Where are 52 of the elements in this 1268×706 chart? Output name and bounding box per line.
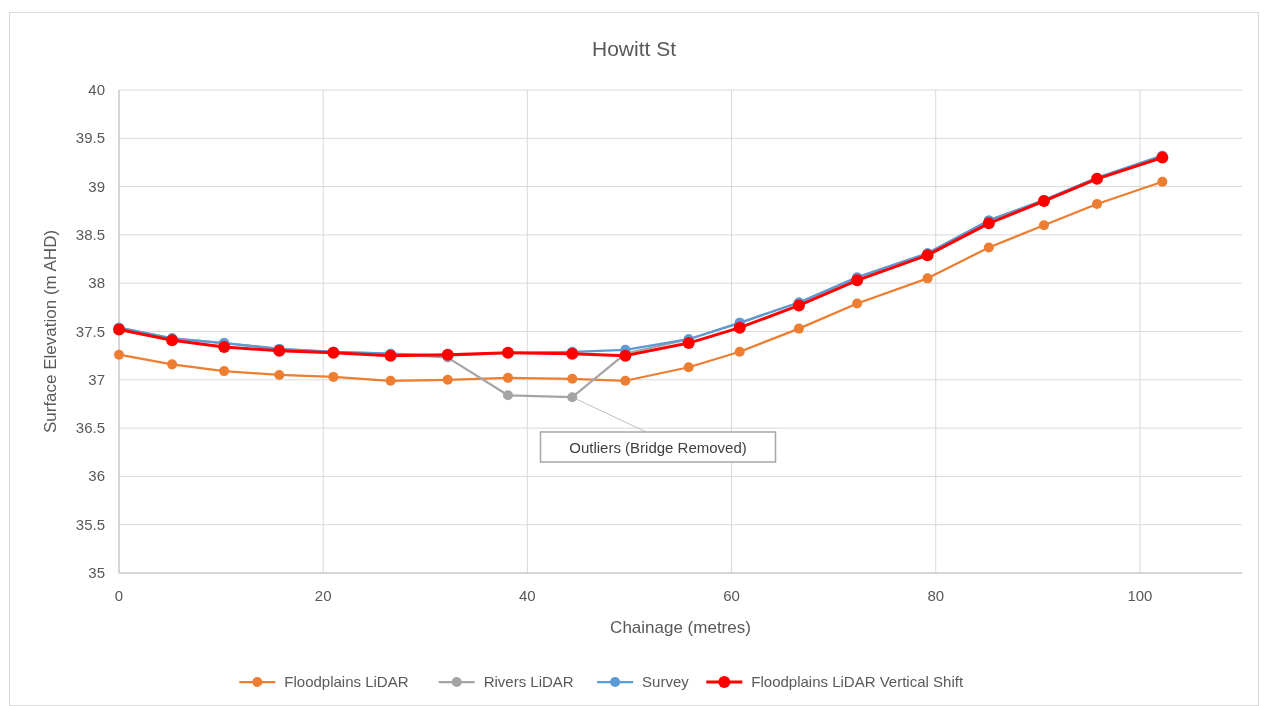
x-tick-label: 100 [1127, 587, 1153, 604]
point [683, 362, 694, 373]
y-tick-label: 39 [88, 177, 105, 195]
point [733, 321, 746, 334]
point [328, 371, 339, 382]
point [982, 217, 995, 230]
point [502, 372, 513, 383]
y-axis-title: Surface Elevation (m AHD) [41, 229, 60, 434]
y-tick-label: 38.5 [75, 225, 105, 243]
legend-label: Rivers LiDAR [483, 673, 574, 690]
point [167, 359, 178, 370]
point [983, 242, 994, 253]
x-axis-title: Chainage (metres) [610, 618, 751, 637]
point [385, 375, 396, 386]
y-tick-label: 37.5 [75, 322, 105, 340]
point [682, 337, 695, 350]
y-tick-label: 40 [88, 81, 105, 98]
x-tick-label: 40 [519, 587, 536, 604]
point [1157, 176, 1168, 187]
annotation: Outliers (Bridge Removed) [569, 439, 747, 456]
y-tick-label: 39.5 [75, 129, 105, 147]
y-tick-label: 38 [88, 274, 105, 292]
point [502, 390, 513, 401]
point [620, 375, 631, 386]
y-tick-label: 36 [88, 467, 105, 485]
legend-label: Floodplains LiDAR Vertical Shift [751, 673, 964, 690]
legend-label: Survey [642, 673, 690, 690]
y-tick-label: 35 [88, 564, 105, 581]
point [792, 299, 805, 312]
point [274, 369, 285, 380]
y-tick-label: 37 [88, 370, 105, 388]
point [567, 373, 578, 384]
point [1038, 220, 1049, 231]
point [793, 323, 804, 334]
y-tick-label: 35.5 [75, 515, 105, 533]
x-tick-label: 60 [723, 587, 740, 604]
x-tick-label: 0 [114, 587, 124, 604]
point [1092, 198, 1103, 209]
point [852, 298, 863, 309]
legend-label: Floodplains LiDAR [284, 673, 409, 690]
point [851, 274, 864, 287]
point [922, 273, 933, 284]
point [218, 340, 231, 353]
chart-title: Howitt St [591, 37, 677, 60]
point [114, 349, 124, 360]
x-tick-label: 80 [927, 587, 945, 604]
point [442, 374, 453, 385]
y-tick-label: 36.5 [75, 419, 105, 437]
point [567, 392, 578, 403]
x-tick-label: 20 [314, 587, 332, 604]
point [219, 366, 230, 377]
point [734, 346, 745, 357]
